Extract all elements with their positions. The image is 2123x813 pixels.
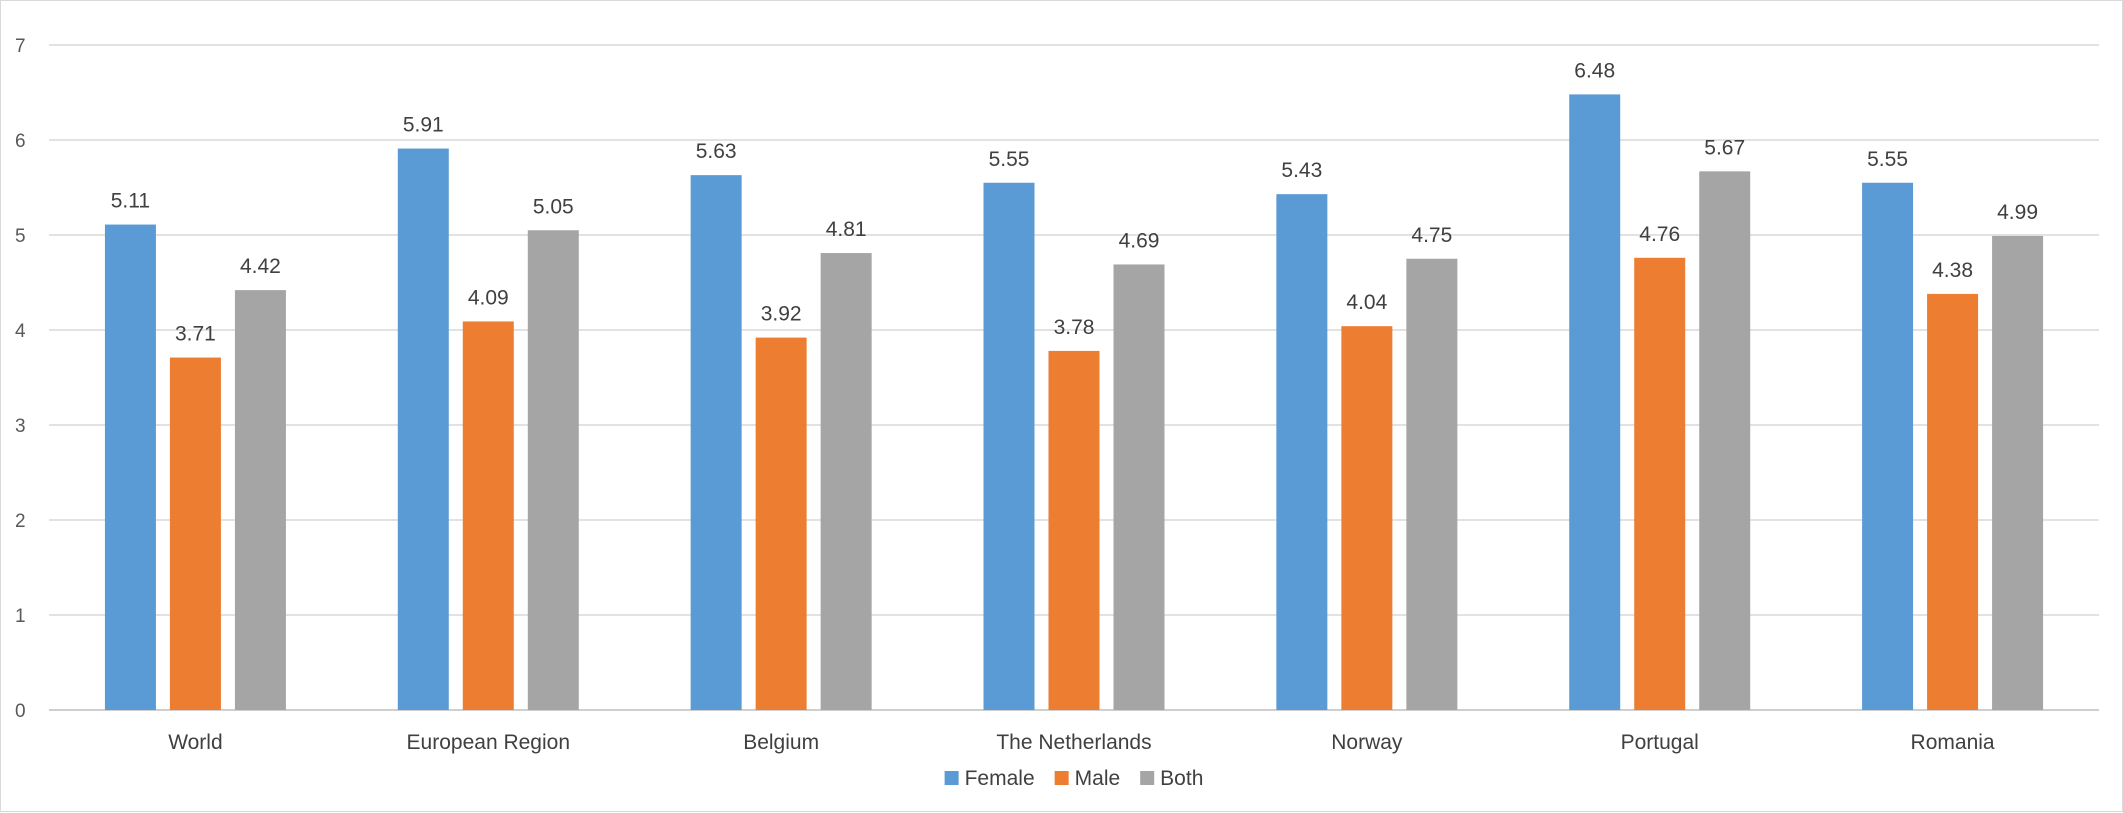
bar-male-1	[462, 321, 514, 710]
data-label: 5.91	[403, 114, 444, 137]
data-label: 4.09	[468, 286, 509, 309]
x-tick-label: Belgium	[743, 731, 819, 754]
bar-male-2	[755, 337, 807, 710]
legend: Female Male Both	[944, 767, 1203, 790]
x-tick-label: Portugal	[1621, 731, 1699, 754]
bar-female-5	[1569, 94, 1621, 710]
legend-item-both: Both	[1140, 767, 1203, 790]
data-labels: 5.11 3.71 4.42 5.91 4.09 5.05 5.63 3.92 4.81 5.55…	[111, 59, 2038, 345]
bar-female-0	[104, 224, 156, 711]
bar-male-4	[1341, 326, 1393, 710]
bar-both-1	[527, 230, 579, 710]
bar-male-6	[1927, 293, 1979, 710]
y-tick-label: 3	[15, 416, 26, 437]
x-tick-label: European Region	[407, 731, 570, 754]
data-label: 3.92	[761, 303, 802, 326]
bar-male-0	[169, 357, 221, 710]
data-label: 4.42	[240, 255, 281, 278]
legend-label: Both	[1160, 767, 1203, 790]
legend-swatch	[1054, 771, 1069, 785]
data-label: 4.75	[1411, 224, 1452, 247]
bar-male-5	[1634, 257, 1686, 710]
data-label: 3.71	[175, 323, 216, 346]
bar-female-6	[1862, 182, 1914, 710]
bar-male-3	[1048, 350, 1100, 710]
x-tick-label: World	[168, 731, 222, 754]
legend-item-female: Female	[944, 767, 1035, 790]
data-label: 5.67	[1704, 136, 1745, 159]
y-tick-label: 0	[15, 701, 26, 722]
data-label: 4.38	[1932, 259, 1973, 282]
data-label: 4.04	[1346, 291, 1387, 314]
data-label: 5.55	[989, 148, 1030, 171]
bar-female-1	[397, 148, 449, 711]
bars	[104, 94, 2044, 711]
legend-swatch	[944, 771, 959, 785]
data-label: 5.55	[1867, 148, 1908, 171]
bar-both-4	[1406, 258, 1458, 710]
y-tick-label: 1	[15, 606, 26, 627]
bar-female-3	[983, 182, 1035, 710]
y-tick-label: 2	[15, 511, 26, 532]
bar-both-3	[1113, 264, 1165, 710]
y-tick-label: 4	[15, 321, 26, 342]
y-tick-label: 5	[15, 226, 26, 247]
data-label: 3.78	[1054, 316, 1095, 339]
legend-swatch	[1140, 771, 1155, 785]
y-tick-label: 6	[15, 131, 26, 152]
x-tick-label: The Netherlands	[996, 731, 1151, 754]
x-tick-label: Norway	[1331, 731, 1403, 754]
data-label: 4.69	[1119, 229, 1160, 252]
bar-both-0	[234, 290, 286, 710]
y-axis: 0 1 2 3 4 5 6 7	[15, 36, 26, 722]
data-label: 4.81	[826, 218, 867, 241]
bar-female-2	[690, 175, 742, 710]
data-label: 4.76	[1639, 223, 1680, 246]
bar-both-2	[820, 253, 872, 711]
data-label: 5.43	[1281, 159, 1322, 182]
data-label: 4.99	[1997, 201, 2038, 224]
data-label: 5.11	[111, 190, 150, 213]
x-tick-label: Romania	[1911, 731, 1995, 754]
bar-both-5	[1699, 171, 1751, 711]
data-label: 6.48	[1574, 59, 1615, 82]
data-label: 5.05	[533, 195, 574, 218]
x-axis: World European Region Belgium The Netherlan…	[168, 731, 1995, 754]
data-label: 5.63	[696, 140, 737, 163]
legend-item-male: Male	[1054, 767, 1121, 790]
bar-both-6	[1992, 235, 2044, 710]
legend-label: Male	[1075, 767, 1121, 790]
y-tick-label: 7	[15, 36, 26, 57]
legend-label: Female	[965, 767, 1035, 790]
bar-female-4	[1276, 194, 1328, 710]
